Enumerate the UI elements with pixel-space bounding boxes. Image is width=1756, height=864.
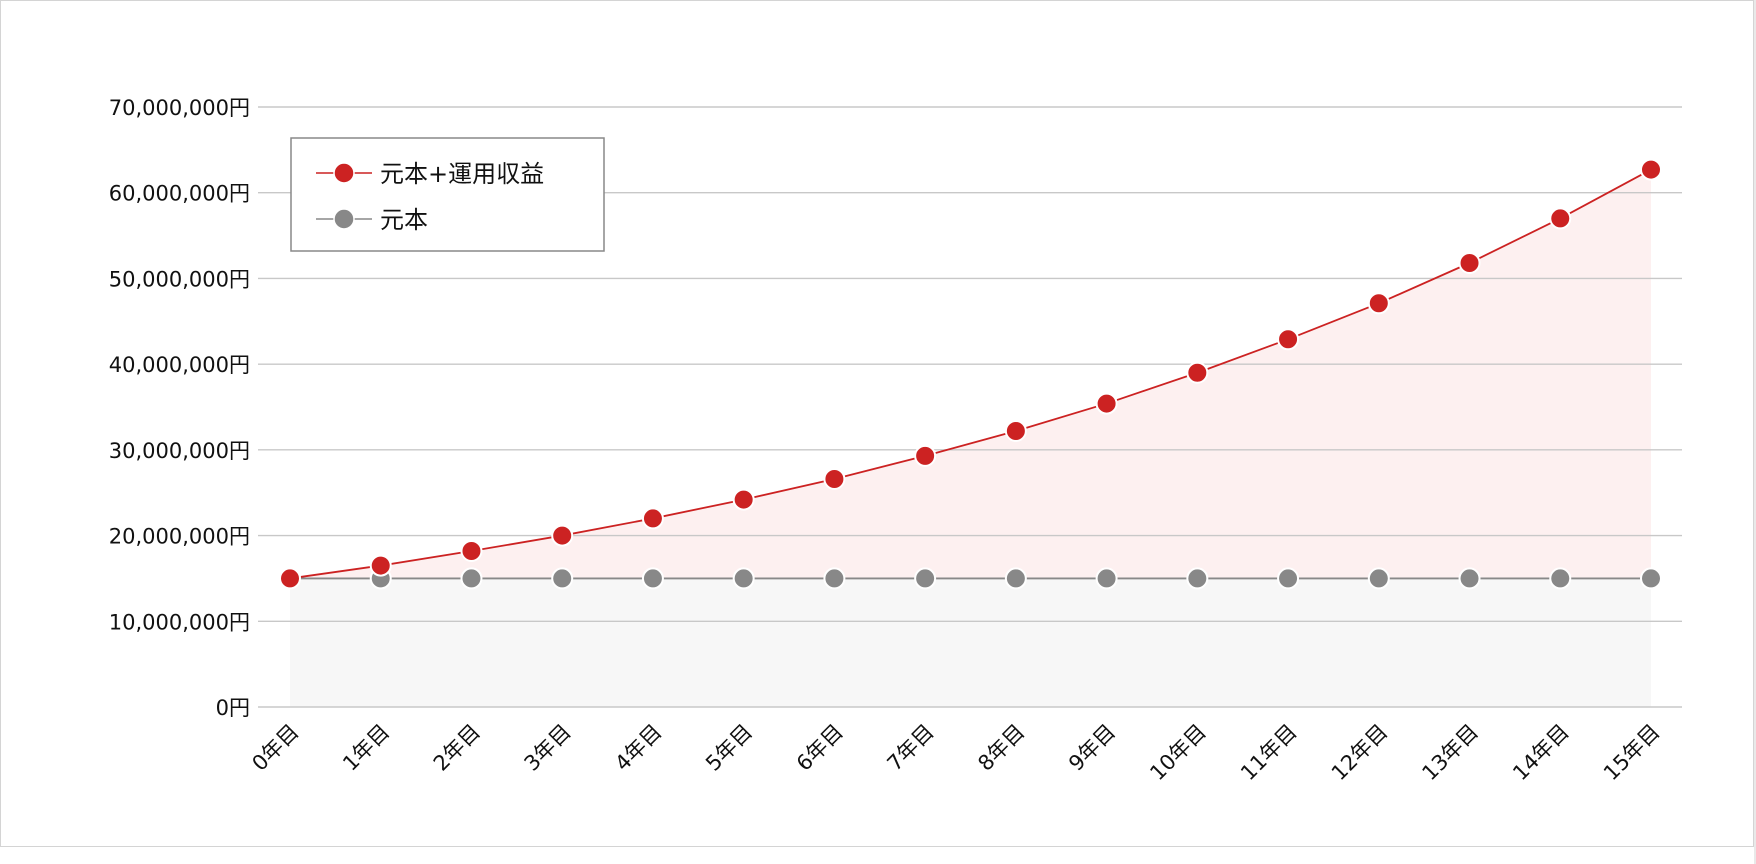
x-tick-label: 2年目 xyxy=(429,720,485,776)
legend-marker-0 xyxy=(333,162,355,184)
area-fill-principal xyxy=(290,578,1651,707)
y-tick-label: 30,000,000円 xyxy=(109,439,250,463)
data-point-s0-9 xyxy=(1095,392,1118,415)
data-point-s1-7 xyxy=(914,567,937,590)
area-fill-returns xyxy=(290,169,1651,579)
data-point-s0-2 xyxy=(460,540,483,562)
y-tick-label: 0円 xyxy=(216,696,250,720)
x-tick-label: 0年目 xyxy=(247,720,303,776)
x-tick-label: 10年目 xyxy=(1145,720,1211,786)
data-point-s0-10 xyxy=(1186,361,1209,384)
data-point-s0-1 xyxy=(369,554,392,577)
data-point-s1-8 xyxy=(1004,567,1027,590)
series-lines xyxy=(289,168,1652,580)
window-edge xyxy=(1754,0,1756,864)
x-tick-label: 13年目 xyxy=(1417,720,1483,786)
x-tick-label: 5年目 xyxy=(701,720,757,776)
data-point-s0-11 xyxy=(1277,328,1300,351)
data-point-s0-8 xyxy=(1004,420,1027,442)
x-tick-label: 4年目 xyxy=(610,720,666,776)
data-point-s1-13 xyxy=(1458,567,1481,590)
legend: 元本+運用収益 元本 xyxy=(290,137,605,252)
legend-label-0: 元本+運用収益 xyxy=(380,160,544,188)
series-line-0 xyxy=(289,168,1652,580)
data-point-s0-0 xyxy=(279,567,301,590)
x-tick-label: 9年目 xyxy=(1064,720,1120,776)
data-point-s1-9 xyxy=(1095,567,1118,590)
y-tick-label: 10,000,000円 xyxy=(109,610,250,634)
data-point-s0-7 xyxy=(914,444,937,467)
y-tick-label: 40,000,000円 xyxy=(109,353,250,377)
y-tick-label: 20,000,000円 xyxy=(109,525,250,549)
data-point-s1-6 xyxy=(823,567,846,590)
x-axis-tick-labels: 0年目 1年目 2年目 3年目 4年目 5年目 6年目 7年目 8年目 9年目 10年目 11年目 12… xyxy=(247,720,1664,786)
legend-marker-1 xyxy=(333,208,355,230)
data-point-s1-2 xyxy=(460,567,483,590)
series-points xyxy=(279,158,1662,590)
x-tick-label: 12年目 xyxy=(1327,720,1393,786)
x-tick-label: 15年目 xyxy=(1599,720,1665,786)
legend-label-1: 元本 xyxy=(380,206,428,234)
x-tick-label: 14年目 xyxy=(1508,720,1574,786)
data-point-s1-12 xyxy=(1367,567,1390,590)
data-point-s1-14 xyxy=(1549,567,1572,590)
data-point-s1-10 xyxy=(1186,567,1209,590)
data-point-s0-6 xyxy=(823,468,846,490)
y-tick-label: 70,000,000円 xyxy=(109,96,250,120)
data-point-s1-4 xyxy=(641,567,664,590)
area-fills xyxy=(290,169,1651,707)
data-point-s0-3 xyxy=(551,524,574,547)
data-point-s1-15 xyxy=(1640,567,1662,590)
data-point-s1-3 xyxy=(551,567,574,590)
data-point-s0-5 xyxy=(732,488,755,511)
data-point-s0-14 xyxy=(1549,207,1572,230)
data-point-s0-12 xyxy=(1367,292,1390,315)
x-tick-label: 1年目 xyxy=(338,720,394,776)
legend-box xyxy=(290,137,605,252)
data-point-s1-11 xyxy=(1277,567,1300,590)
data-point-s1-5 xyxy=(732,567,755,590)
x-tick-label: 11年目 xyxy=(1236,720,1302,786)
y-tick-label: 60,000,000円 xyxy=(109,182,250,206)
y-axis-tick-labels: 0円 10,000,000円 20,000,000円 30,000,000円 40,00… xyxy=(109,96,250,720)
y-tick-label: 50,000,000円 xyxy=(109,267,250,291)
data-point-s0-4 xyxy=(641,507,664,530)
x-tick-label: 3年目 xyxy=(520,720,576,776)
x-tick-label: 8年目 xyxy=(973,720,1029,776)
x-tick-label: 7年目 xyxy=(883,720,939,776)
data-point-s0-13 xyxy=(1458,252,1481,274)
data-point-s0-15 xyxy=(1640,158,1662,181)
x-tick-label: 6年目 xyxy=(792,720,848,776)
